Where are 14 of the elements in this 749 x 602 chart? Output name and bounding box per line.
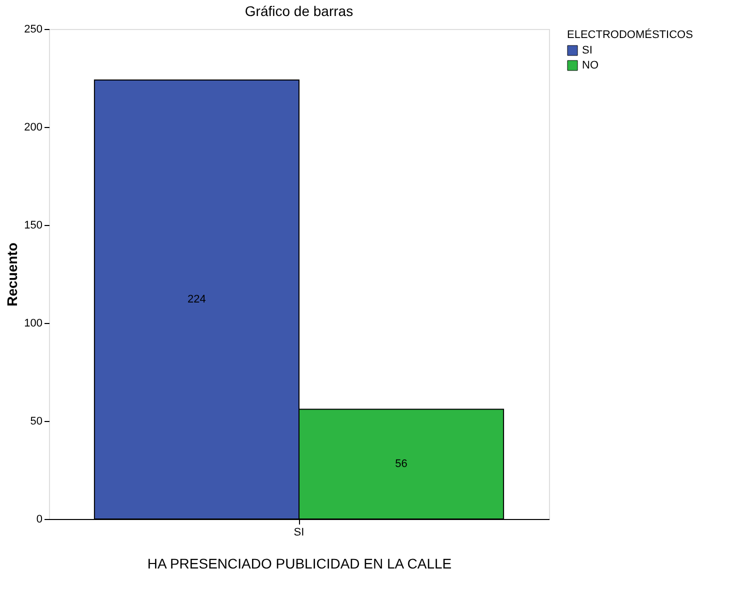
legend-title: ELECTRODOMÉSTICOS [567,28,693,41]
data-label: 56 [395,458,408,470]
y-tick-label: 150 [24,220,42,232]
y-tick-label: 200 [24,122,42,134]
x-axis-title: HA PRESENCIADO PUBLICIDAD EN LA CALLE [147,556,452,572]
y-axis-title: Recuento [4,242,20,306]
data-label: 224 [188,293,206,306]
y-tick-label: 100 [24,318,42,330]
y-tick-label: 250 [24,24,42,36]
legend-label: SI [582,44,592,56]
y-tick-label: 50 [30,416,42,428]
legend-label: NO [582,60,599,72]
chart-title: Gráfico de barras [244,3,354,19]
y-tick-label: 0 [36,514,42,526]
